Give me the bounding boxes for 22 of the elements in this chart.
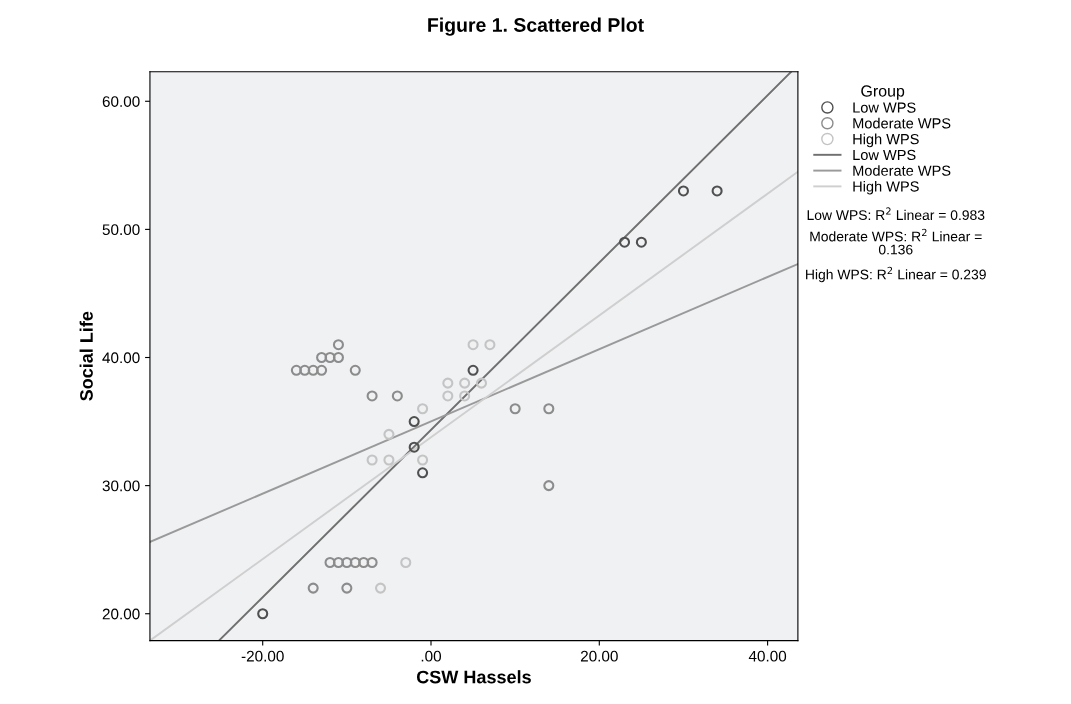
x-tick-label: -20.00 — [241, 650, 284, 662]
y-tick-label: 60.00 — [102, 96, 140, 107]
x-axis-title: CSW Hassels — [416, 670, 531, 684]
legend-label: Moderate WPS — [853, 117, 951, 129]
x-tick-label: 40.00 — [748, 650, 787, 662]
text: Low WPS: R$^{2}$ Linear = 0.983 — [807, 207, 985, 221]
x-tick-label: 20.00 — [580, 650, 618, 662]
legend-label: High WPS — [853, 133, 919, 148]
legend-label: Low WPS — [853, 149, 916, 161]
x-tick-label: .00 — [421, 650, 442, 662]
legend-label: Moderate WPS — [853, 165, 951, 176]
text: High WPS: R$^{2}$ Linear = 0.239 — [806, 266, 986, 283]
y-tick-label: 30.00 — [102, 480, 140, 492]
legend-title: Group — [861, 85, 905, 100]
y-tick-label: 40.00 — [102, 352, 140, 364]
y-tick-label: 50.00 — [102, 224, 140, 236]
y-tick-label: 20.00 — [102, 608, 140, 620]
y-axis-title: Social Life — [79, 311, 93, 401]
legend-label: High WPS — [853, 180, 919, 195]
chart-title: Figure 1. Scattered Plot — [428, 17, 644, 36]
legend-label: Low WPS — [853, 102, 916, 113]
text: Moderate WPS: R$^{2}$ Linear = 0.136 — [810, 228, 982, 255]
